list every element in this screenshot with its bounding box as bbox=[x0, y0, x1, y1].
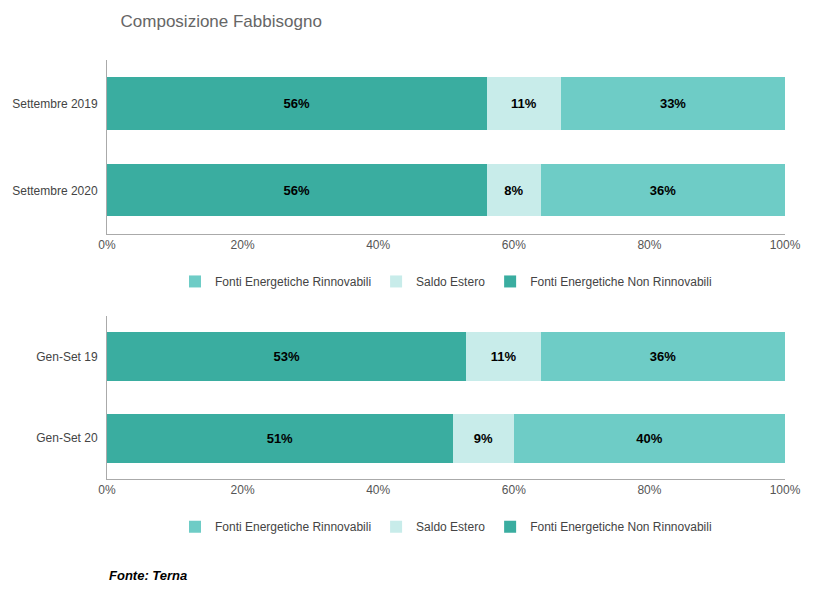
svg-text:Saldo Estero: Saldo Estero bbox=[416, 520, 485, 534]
svg-text:11%: 11% bbox=[491, 349, 517, 364]
svg-text:56%: 56% bbox=[284, 183, 310, 198]
svg-text:100%: 100% bbox=[770, 238, 801, 252]
svg-text:100%: 100% bbox=[770, 483, 801, 497]
svg-text:Fonti Energetiche Rinnovabili: Fonti Energetiche Rinnovabili bbox=[215, 275, 371, 289]
svg-text:56%: 56% bbox=[284, 96, 310, 111]
svg-text:Settembre 2020: Settembre 2020 bbox=[12, 184, 98, 198]
svg-text:51%: 51% bbox=[267, 431, 293, 446]
svg-text:Fonti Energetiche Non Rinnovab: Fonti Energetiche Non Rinnovabili bbox=[530, 520, 711, 534]
svg-text:Fonte: Terna: Fonte: Terna bbox=[109, 568, 187, 583]
svg-text:40%: 40% bbox=[366, 238, 390, 252]
svg-text:60%: 60% bbox=[502, 483, 526, 497]
svg-text:Settembre 2019: Settembre 2019 bbox=[12, 97, 98, 111]
svg-text:36%: 36% bbox=[650, 349, 676, 364]
svg-text:Composizione Fabbisogno: Composizione Fabbisogno bbox=[121, 12, 322, 31]
svg-text:80%: 80% bbox=[637, 483, 661, 497]
svg-text:Fonti Energetiche Rinnovabili: Fonti Energetiche Rinnovabili bbox=[215, 520, 371, 534]
svg-text:80%: 80% bbox=[637, 238, 661, 252]
svg-text:Gen-Set 20: Gen-Set 20 bbox=[36, 431, 98, 445]
svg-text:20%: 20% bbox=[231, 238, 255, 252]
svg-text:Saldo Estero: Saldo Estero bbox=[416, 275, 485, 289]
svg-text:0%: 0% bbox=[98, 238, 116, 252]
svg-text:20%: 20% bbox=[231, 483, 255, 497]
svg-text:53%: 53% bbox=[273, 349, 299, 364]
svg-text:36%: 36% bbox=[650, 183, 676, 198]
svg-text:11%: 11% bbox=[511, 96, 537, 111]
svg-text:40%: 40% bbox=[636, 431, 662, 446]
svg-text:40%: 40% bbox=[366, 483, 390, 497]
svg-text:60%: 60% bbox=[502, 238, 526, 252]
svg-text:33%: 33% bbox=[660, 96, 686, 111]
svg-text:Gen-Set 19: Gen-Set 19 bbox=[36, 350, 98, 364]
svg-text:8%: 8% bbox=[504, 183, 523, 198]
svg-text:0%: 0% bbox=[98, 483, 116, 497]
svg-text:Fonti Energetiche Non Rinnovab: Fonti Energetiche Non Rinnovabili bbox=[530, 275, 711, 289]
svg-text:9%: 9% bbox=[474, 431, 493, 446]
